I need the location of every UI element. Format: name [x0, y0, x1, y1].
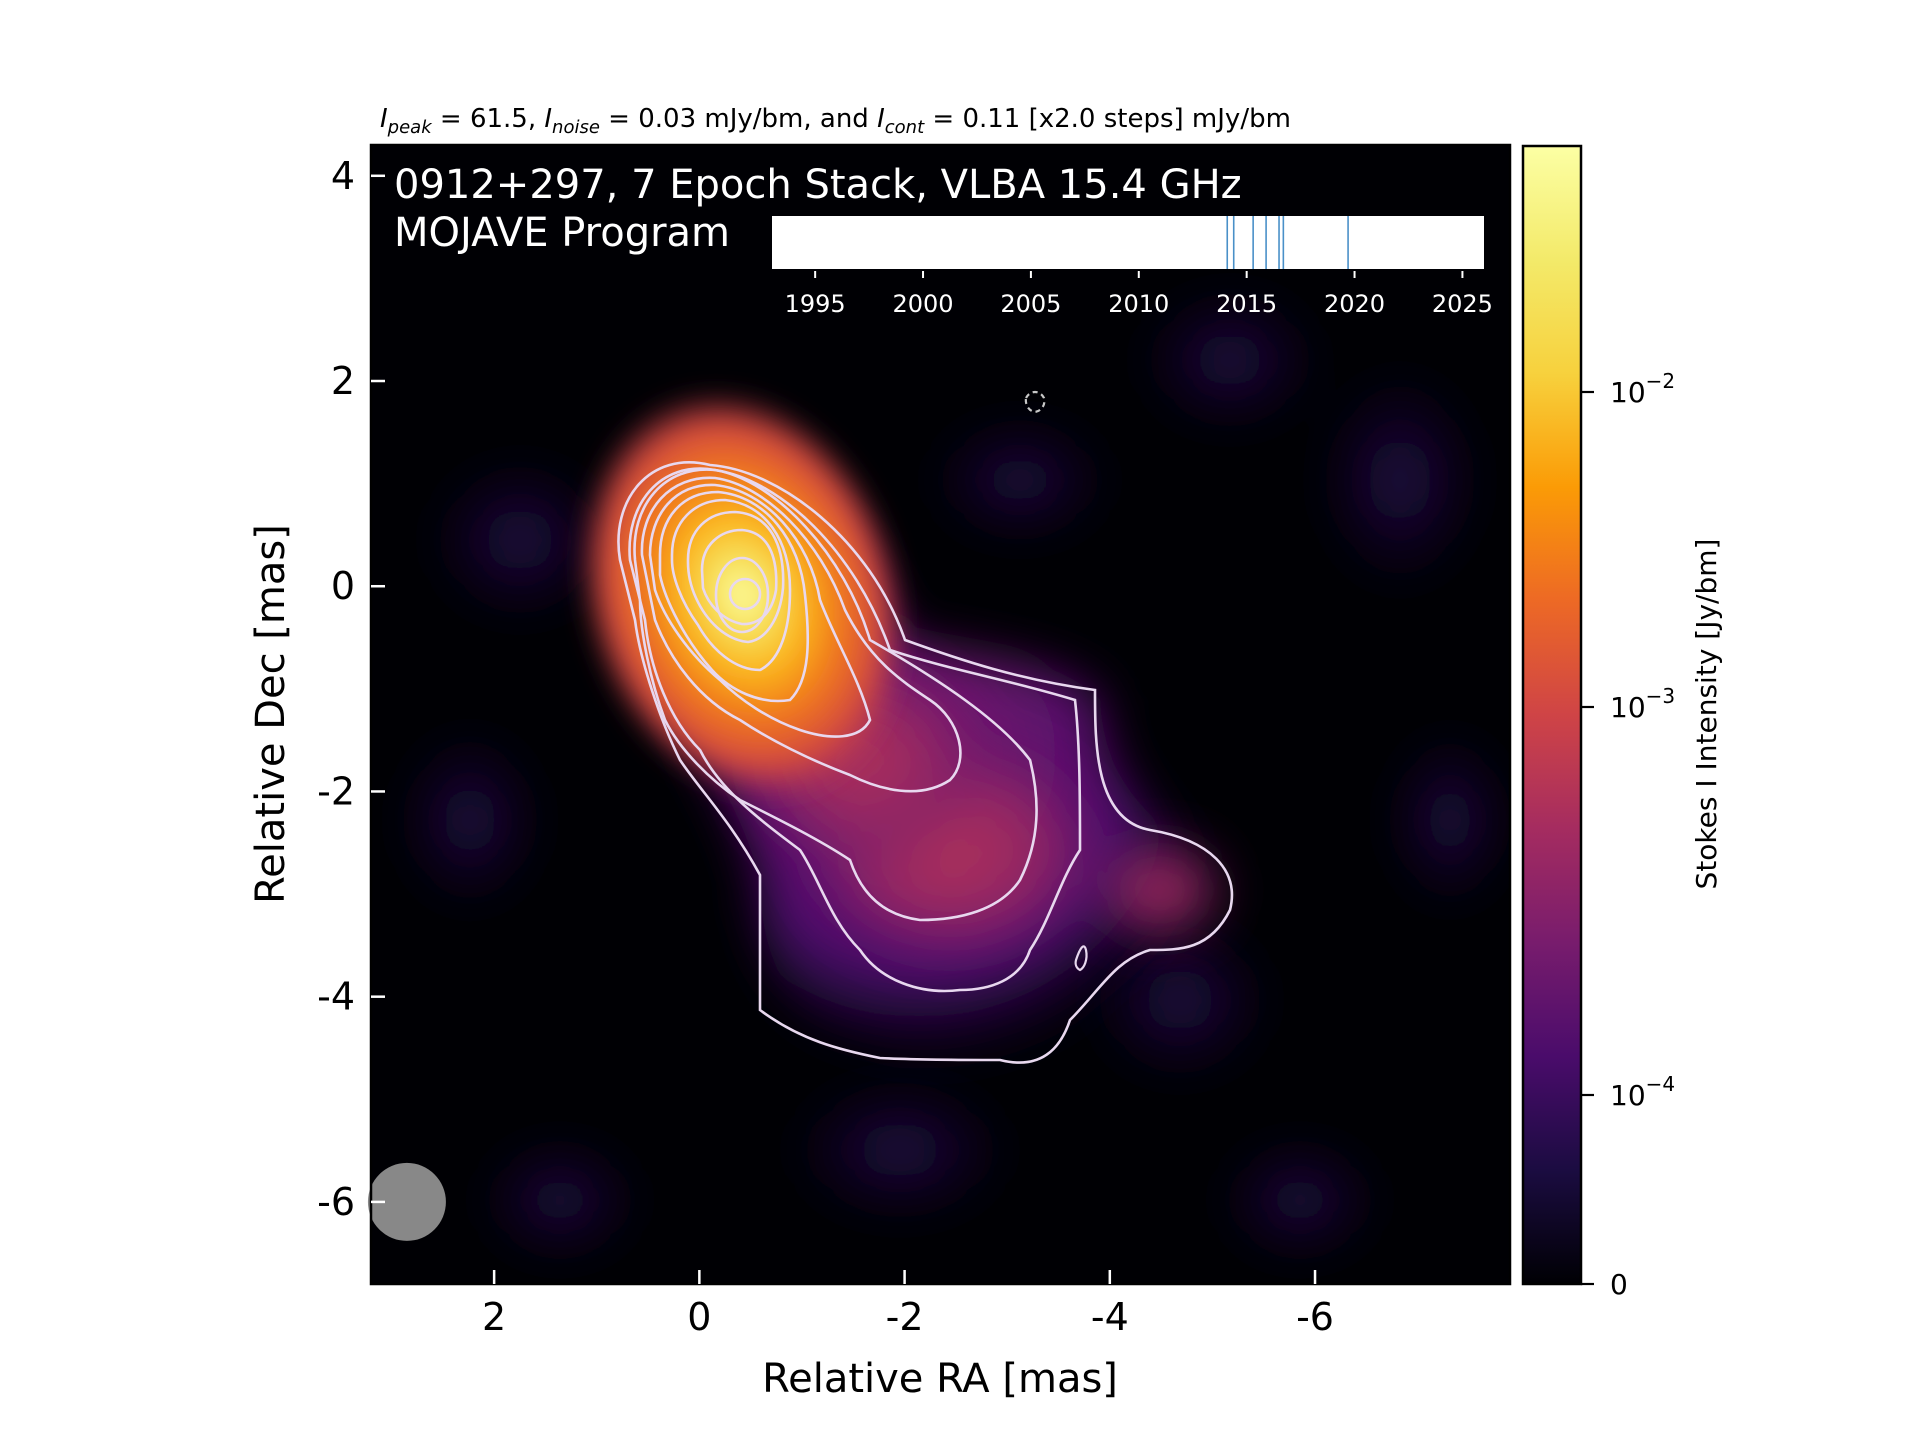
y-tick-label: -6	[317, 1180, 355, 1224]
x-tick-label: -4	[1091, 1295, 1129, 1339]
x-axis-label: Relative RA [mas]	[762, 1356, 1118, 1402]
y-tick-label: 2	[331, 359, 355, 403]
colorbar-tick-label: 10−4	[1610, 1072, 1675, 1112]
timeline-tick-label: 2000	[892, 290, 953, 318]
beam-ellipse	[367, 1162, 446, 1241]
contour-level-7	[670, 498, 792, 672]
timeline-tick-label: 1995	[785, 290, 846, 318]
y-tick-label: 4	[331, 154, 355, 198]
y-tick-label: -4	[317, 975, 355, 1019]
contour-level-11	[728, 577, 762, 611]
x-tick-label: -2	[886, 1295, 924, 1339]
plot-frame	[369, 143, 1512, 1286]
contour-level-1	[617, 461, 1234, 1064]
x-axis-ticks: 2 0 -2 -4 -6	[482, 1270, 1334, 1339]
epoch-timeline: 1995 2000 2005 2010 2015 2020 2025	[772, 216, 1493, 318]
intensity-map	[371, 145, 1510, 1284]
y-axis-ticks: 4 2 0 -2 -4 -6	[317, 154, 385, 1224]
colorbar-ticks: 10−2 10−3 10−4 0	[1581, 369, 1675, 1301]
contour-level-6	[658, 490, 810, 703]
contour-level-4	[640, 476, 962, 793]
timeline-tick-label: 2010	[1108, 290, 1169, 318]
timeline-tick-label: 2020	[1324, 290, 1385, 318]
y-tick-label: -2	[317, 769, 355, 813]
y-tick-label: 0	[331, 564, 355, 608]
x-tick-label: -6	[1296, 1295, 1334, 1339]
timeline-tick-label: 2005	[1000, 290, 1061, 318]
timeline-epochs	[1226, 216, 1349, 269]
contour-level-5	[648, 483, 872, 738]
colorbar-gradient	[1521, 144, 1583, 1286]
contours	[617, 390, 1234, 1064]
colorbar-label: Stokes I Intensity [Jy/bm]	[1690, 539, 1723, 890]
contour-island	[1074, 945, 1088, 972]
contour-level-2	[628, 467, 1082, 993]
contour-level-8	[686, 510, 785, 644]
colorbar-tick-label: 0	[1610, 1268, 1628, 1301]
contour-negative	[1024, 390, 1046, 414]
x-tick-label: 2	[482, 1295, 506, 1339]
timeline-ticks: 1995 2000 2005 2010 2015 2020 2025	[785, 271, 1493, 318]
x-tick-label: 0	[687, 1295, 711, 1339]
timeline-tick-label: 2015	[1216, 290, 1277, 318]
y-axis-label: Relative Dec [mas]	[248, 524, 294, 904]
colorbar: 10−2 10−3 10−4 0 Stokes I Intensity [Jy/bm]	[1521, 144, 1723, 1301]
timeline-tick-label: 2025	[1432, 290, 1493, 318]
plot-title: 0912+297, 7 Epoch Stack, VLBA 15.4 GHz	[394, 162, 1242, 208]
contour-level-9	[700, 528, 778, 626]
colorbar-tick-label: 10−2	[1610, 369, 1675, 409]
plot-subtitle: MOJAVE Program	[394, 210, 730, 256]
timeline-box	[772, 216, 1484, 269]
colorbar-tick-label: 10−3	[1610, 684, 1675, 724]
contour-level-10	[714, 556, 770, 634]
header-stats: Ipeak = 61.5, Inoise = 0.03 mJy/bm, and …	[380, 104, 1291, 138]
contour-level-3	[633, 468, 1038, 922]
